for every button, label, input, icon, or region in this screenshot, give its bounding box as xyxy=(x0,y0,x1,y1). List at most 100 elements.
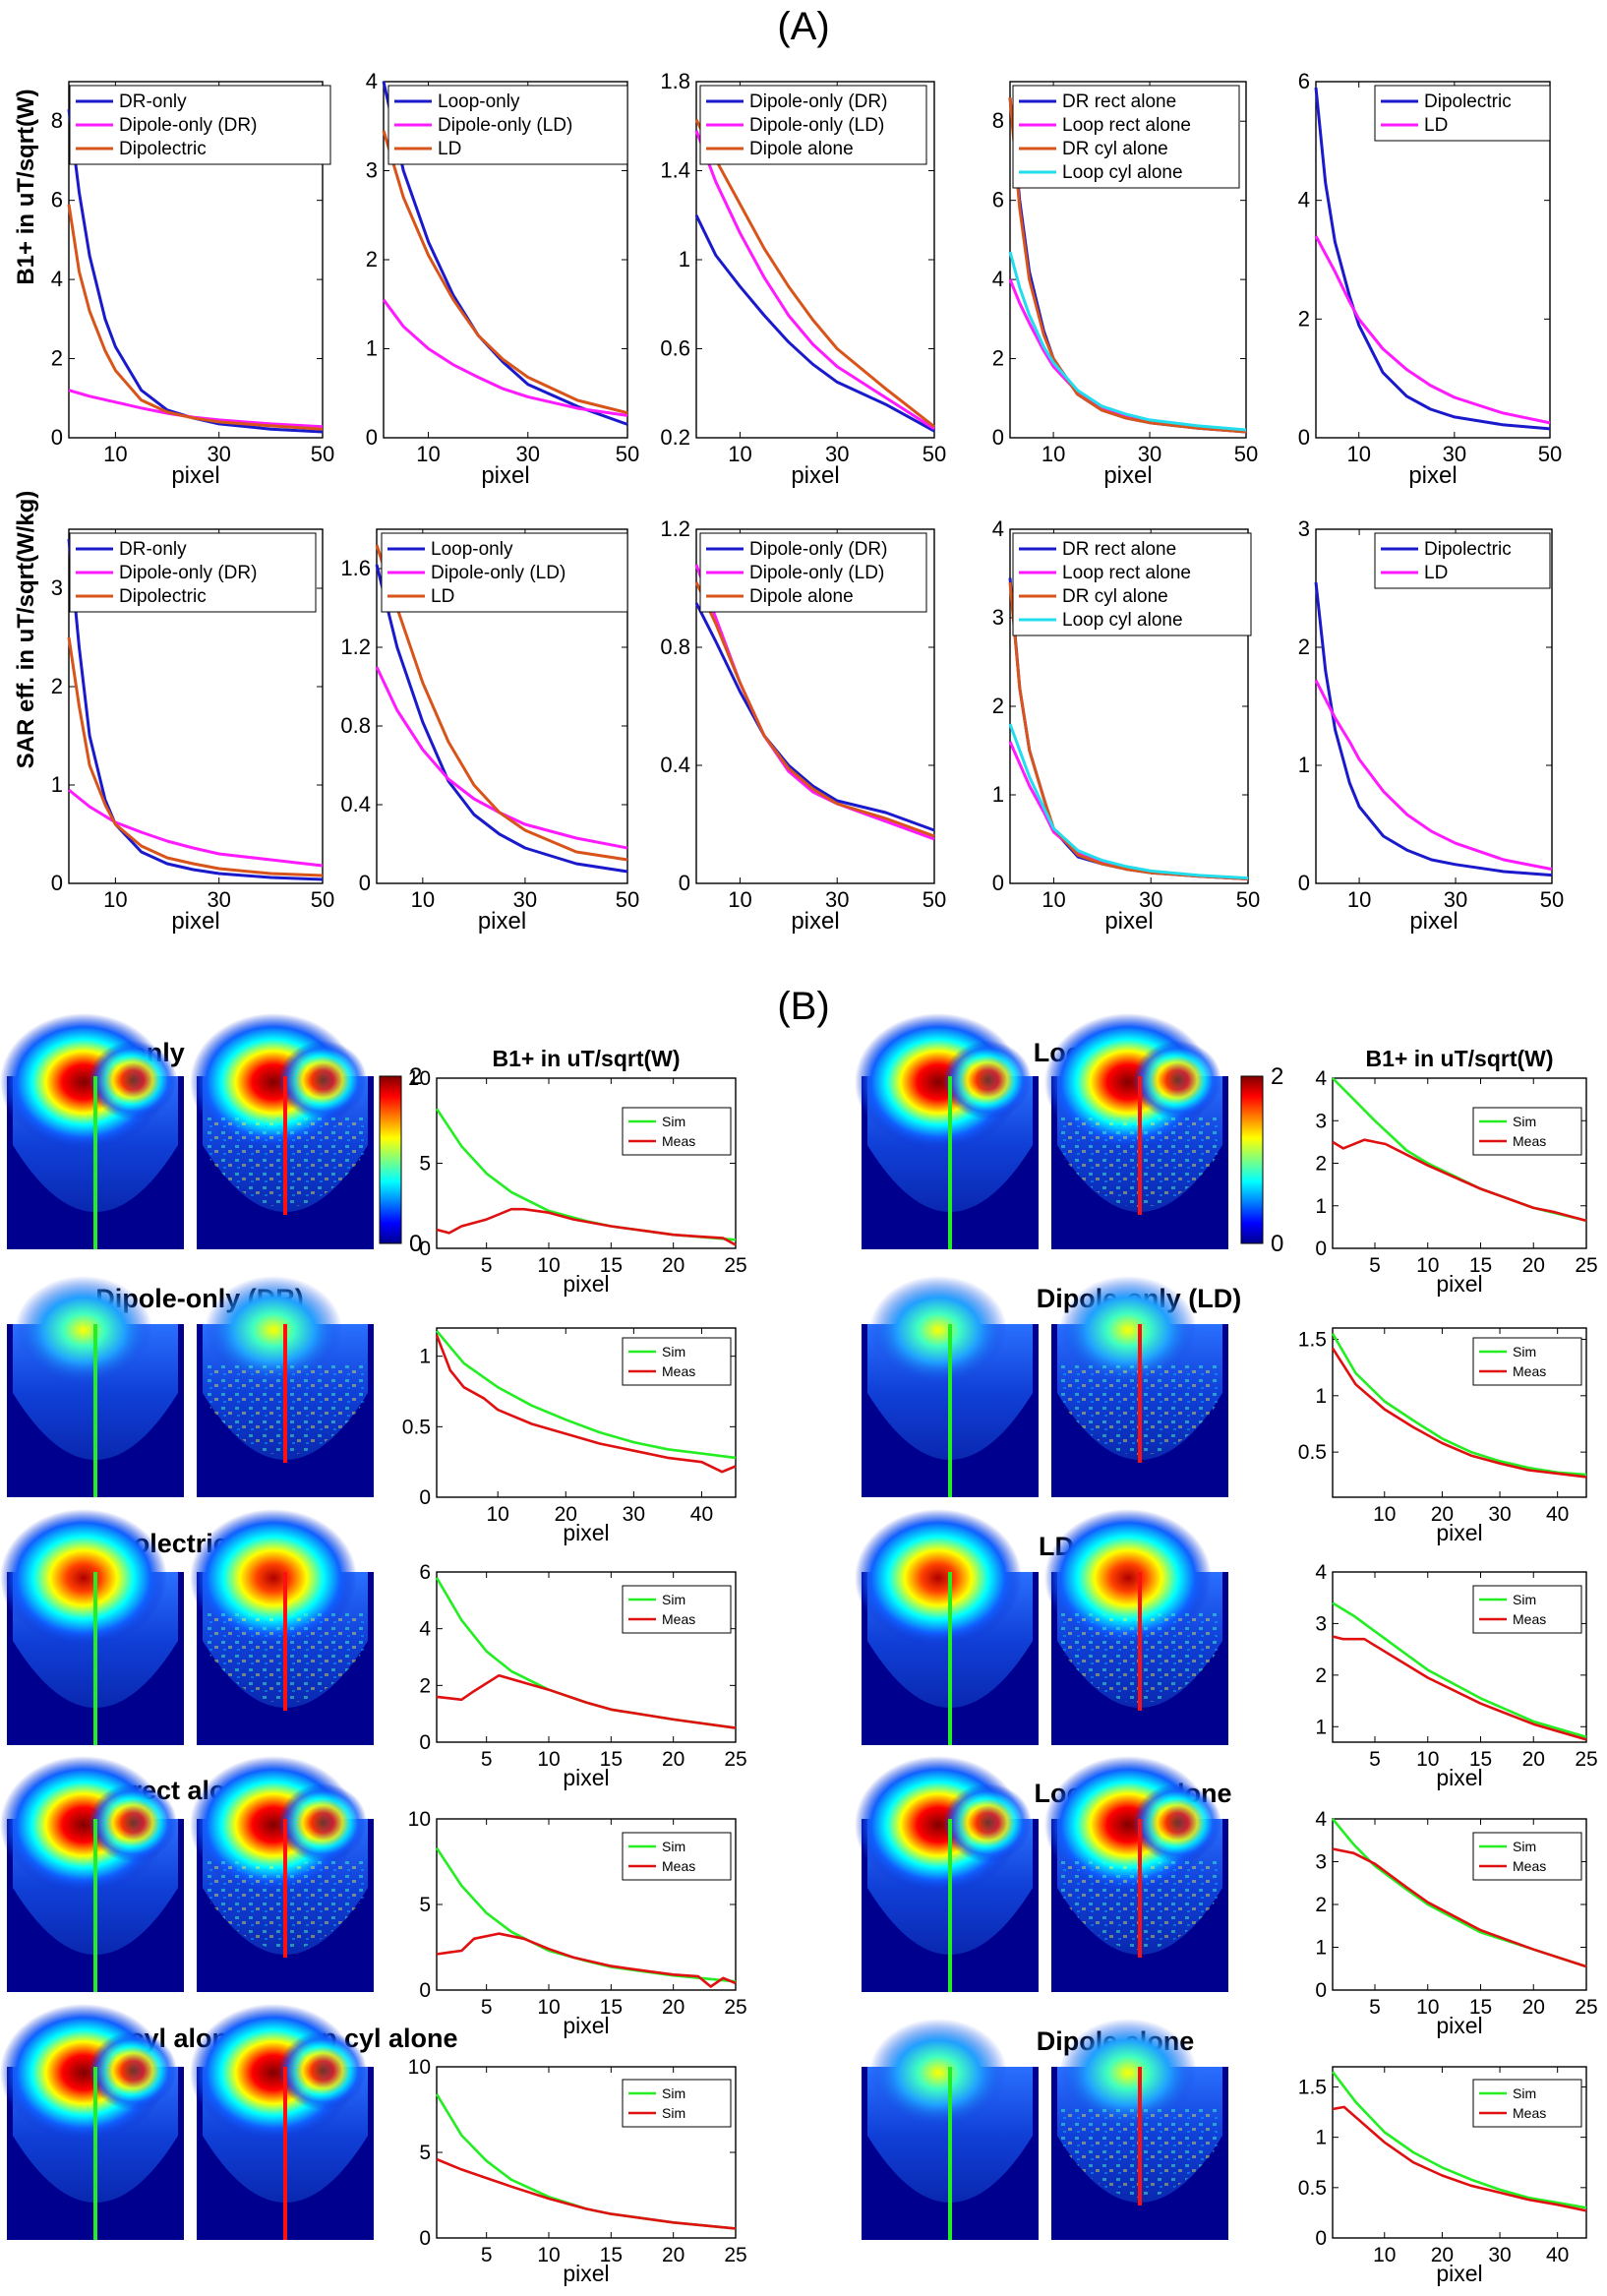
map-hotspot xyxy=(869,2019,1007,2127)
legend-entry: Dipole-only (DR) xyxy=(119,115,257,136)
x-axis-label: pixel xyxy=(563,1271,609,1297)
y-tick-label: 2 xyxy=(1315,1153,1327,1176)
map-hotspot xyxy=(278,1041,367,1119)
legend-entry: Loop rect alone xyxy=(1062,115,1191,136)
y-tick-label: 3 xyxy=(366,158,378,183)
y-tick-label: 10 xyxy=(408,1808,431,1831)
meas-map xyxy=(1044,1756,1228,1992)
y-tick-label: 4 xyxy=(1315,1808,1327,1831)
series-line-3 xyxy=(67,204,324,431)
y-tick-label: 3 xyxy=(992,605,1004,630)
legend-box xyxy=(1472,2079,1582,2128)
legend: Dipolectric LD xyxy=(1374,532,1551,589)
meas-map xyxy=(1051,1276,1228,1497)
legend-entry: Dipole-only (LD) xyxy=(431,563,565,583)
meas-map xyxy=(190,1756,374,1992)
x-tick-label: 10 xyxy=(537,1748,560,1771)
legend: Sim Meas xyxy=(622,1832,732,1881)
x-tick-label: 30 xyxy=(1488,2244,1511,2266)
y-tick-label: 6 xyxy=(51,188,63,212)
chart-a10: 10 30 50 0 1 2 3 pixel Dipolectric LD xyxy=(1298,516,1564,935)
x-tick-label: 30 xyxy=(207,442,230,466)
chart-b3: 10 20 30 40 0 0.5 1 pixel Sim Meas xyxy=(402,1327,737,1545)
x-tick-label: 10 xyxy=(1373,1503,1396,1526)
legend: Sim Meas xyxy=(1472,1832,1582,1881)
legend-box xyxy=(622,1832,732,1881)
y-tick-label: 1 xyxy=(1315,1195,1327,1218)
x-tick-label: 10 xyxy=(416,442,440,466)
plot-area xyxy=(1332,1077,1587,1249)
x-tick-label: 10 xyxy=(1416,1996,1439,2019)
y-tick-label: 4 xyxy=(1315,1067,1327,1090)
x-tick-label: 20 xyxy=(555,1503,577,1526)
y-tick-label: 3 xyxy=(1315,1851,1327,1874)
map-hotspot xyxy=(1133,1041,1221,1119)
series-line-3 xyxy=(67,636,324,877)
y-tick-label: 0 xyxy=(992,871,1004,895)
y-tick-label: 5 xyxy=(419,2142,431,2164)
legend-entry: Dipole-only (LD) xyxy=(749,563,884,583)
legend-entry: Loop cyl alone xyxy=(1062,610,1183,631)
x-tick-label: 50 xyxy=(923,442,946,466)
x-tick-label: 20 xyxy=(662,1748,684,1771)
y-tick-label: 1.8 xyxy=(660,69,690,93)
legend: DR rect alone Loop rect alone DR cyl alone… xyxy=(1012,532,1252,636)
legend: DR-only Dipole-only (DR) Dipolectric xyxy=(69,532,317,613)
x-tick-label: 10 xyxy=(411,887,435,912)
y-tick-label: 4 xyxy=(992,516,1004,541)
legend-entry: LD xyxy=(1424,115,1448,136)
legend-entry: Dipolectric xyxy=(1424,91,1512,112)
y-tick-label: 3 xyxy=(51,575,63,600)
a-row1-y-axis-label: B1+ in uT/sqrt(W) xyxy=(13,89,39,284)
map-hotspot xyxy=(278,2031,367,2110)
map-hotspot xyxy=(15,1276,152,1384)
chart-a2: 10 30 50 0 1 2 3 4 pixel Loop-only Dipole-only (LD… xyxy=(366,69,639,489)
sim-map xyxy=(0,2004,184,2240)
map-hotspot xyxy=(89,2031,177,2110)
x-tick-label: 5 xyxy=(1369,1996,1381,2019)
x-tick-label: 20 xyxy=(662,2244,684,2266)
y-tick-label: 0.6 xyxy=(660,336,690,361)
chart-a5: 10 30 50 0 2 4 6 pixel Dipolectric LD xyxy=(1298,69,1562,489)
x-tick-label: 10 xyxy=(537,1254,560,1277)
a-row2-y-axis-label: SAR eff. in uT/sqrt(W/kg) xyxy=(13,491,39,769)
colorbar-max-label: 2 xyxy=(409,1063,422,1090)
meas-map xyxy=(1044,1013,1228,1249)
y-tick-label: 2 xyxy=(419,1674,431,1697)
legend: DR rect alone Loop rect alone DR cyl alone… xyxy=(1012,85,1240,189)
y-tick-label: 0 xyxy=(1315,1979,1327,2002)
legend-entry: Sim xyxy=(662,1839,685,1854)
series-line-2 xyxy=(1332,1138,1587,1223)
series-line-2 xyxy=(1314,235,1551,425)
series-line-1 xyxy=(436,1330,737,1460)
y-tick-label: 0 xyxy=(419,1731,431,1754)
legend: Sim Meas xyxy=(1472,1107,1582,1156)
y-tick-label: 0.4 xyxy=(340,792,371,816)
x-tick-label: 25 xyxy=(1575,1996,1597,2019)
map-hotspot xyxy=(278,1783,367,1862)
x-tick-label: 25 xyxy=(724,1996,746,2019)
map-hotspot xyxy=(205,1276,342,1384)
y-tick-label: 2 xyxy=(1298,634,1310,659)
x-tick-label: 25 xyxy=(1575,1748,1597,1771)
chart-a3: 10 30 50 0.2 0.6 1 1.4 1.8 pixel Dipole-only (DR)… xyxy=(660,69,946,489)
y-tick-label: 0.8 xyxy=(340,713,371,738)
x-axis-label: pixel xyxy=(171,908,219,935)
x-tick-label: 20 xyxy=(662,1996,684,2019)
x-tick-label: 30 xyxy=(1138,442,1161,466)
legend-entry: Dipole-only (LD) xyxy=(749,115,884,136)
y-tick-label: 0 xyxy=(366,425,378,450)
x-tick-label: 15 xyxy=(600,2244,623,2266)
y-tick-label: 10 xyxy=(408,1067,431,1090)
y-tick-label: 1.5 xyxy=(1298,1328,1327,1351)
legend-entry: Dipole-only (DR) xyxy=(749,91,887,112)
legend-entry: Sim xyxy=(1513,1114,1536,1129)
x-tick-label: 40 xyxy=(1546,2244,1569,2266)
legend: Dipole-only (DR) Dipole-only (LD) Dipole a… xyxy=(699,85,927,165)
series-line-1 xyxy=(375,564,628,874)
chart-a9: 10 30 50 0 1 2 3 4 pixel DR rect alone Loop rect a… xyxy=(992,516,1260,935)
legend-entry: Dipolectric xyxy=(1424,539,1512,560)
x-tick-label: 25 xyxy=(724,1254,746,1277)
series-line-1 xyxy=(1331,2071,1587,2209)
